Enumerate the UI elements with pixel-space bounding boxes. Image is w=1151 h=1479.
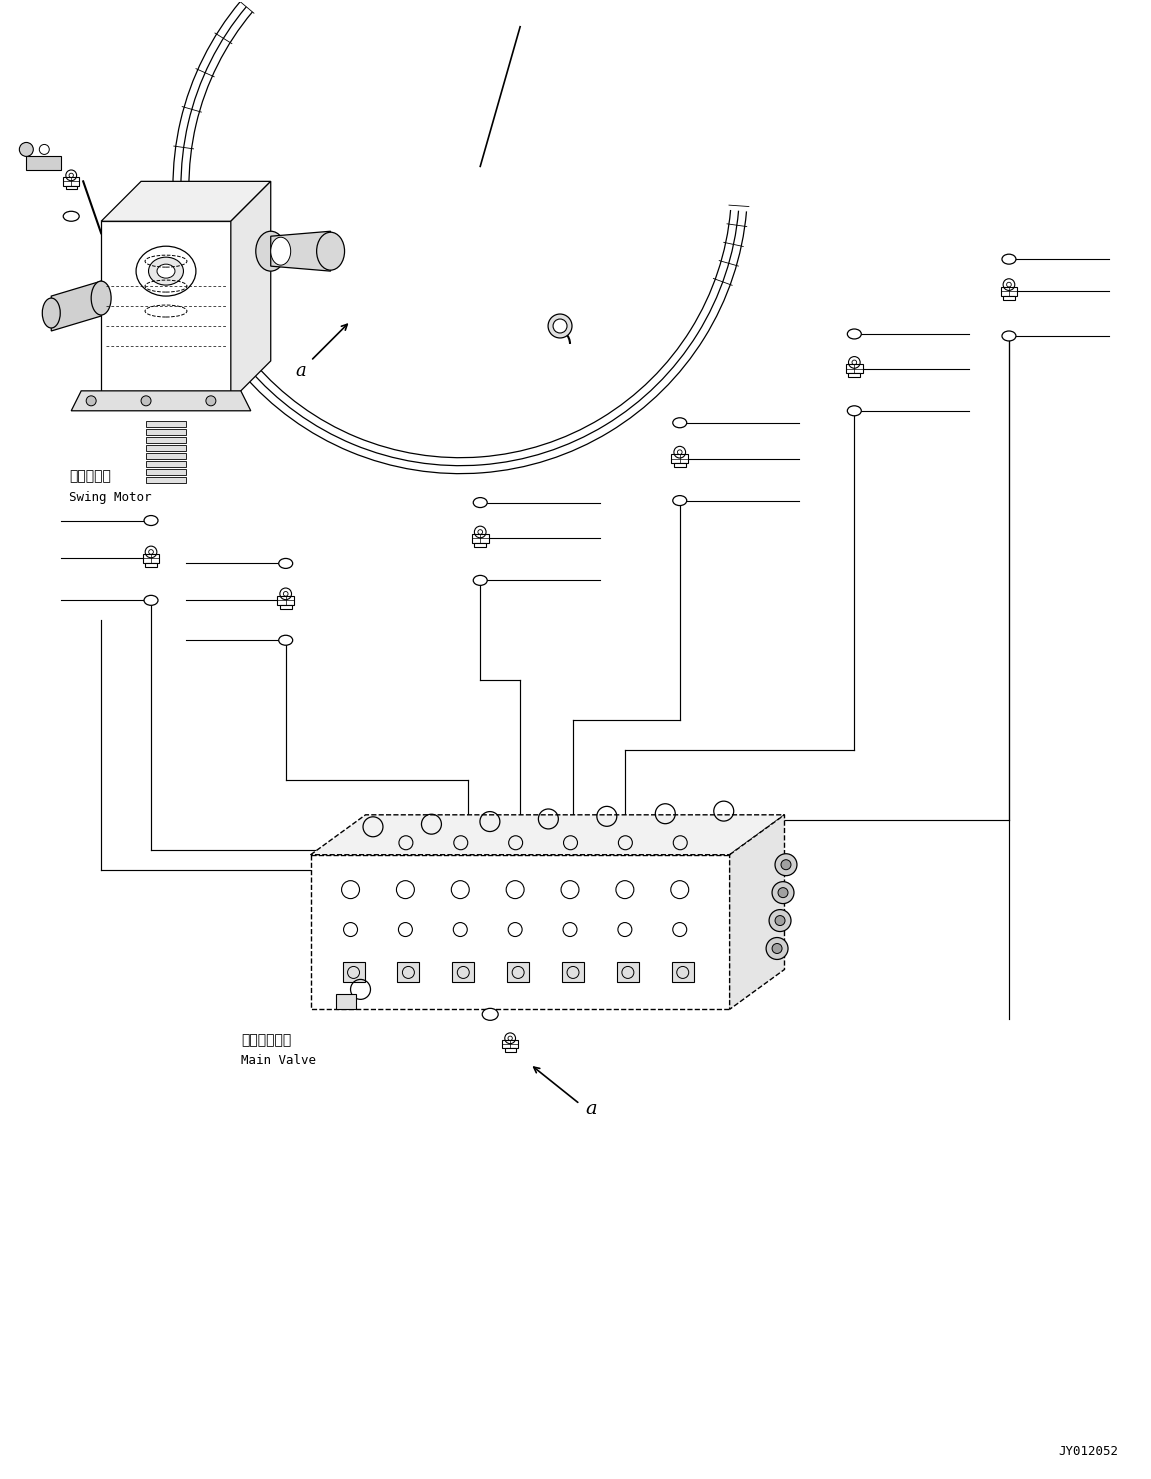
- Polygon shape: [101, 182, 270, 222]
- Polygon shape: [730, 815, 785, 1009]
- Ellipse shape: [847, 405, 861, 416]
- Bar: [617, 963, 639, 982]
- Ellipse shape: [63, 211, 79, 222]
- Bar: [280, 605, 291, 609]
- Ellipse shape: [673, 417, 687, 427]
- Circle shape: [548, 314, 572, 339]
- Polygon shape: [270, 231, 330, 271]
- Circle shape: [767, 938, 788, 960]
- Bar: [502, 1040, 518, 1049]
- Text: Swing Motor: Swing Motor: [69, 491, 152, 503]
- Circle shape: [20, 142, 33, 157]
- Ellipse shape: [148, 257, 183, 285]
- Bar: [672, 963, 694, 982]
- Circle shape: [769, 910, 791, 932]
- Ellipse shape: [144, 516, 158, 525]
- Ellipse shape: [473, 575, 487, 586]
- Bar: [452, 963, 474, 982]
- Ellipse shape: [43, 299, 60, 328]
- Ellipse shape: [317, 232, 344, 271]
- Bar: [145, 563, 157, 566]
- Bar: [66, 185, 77, 189]
- Circle shape: [142, 396, 151, 405]
- Polygon shape: [311, 815, 785, 855]
- Polygon shape: [146, 420, 186, 427]
- Polygon shape: [146, 476, 186, 482]
- Polygon shape: [311, 855, 730, 1009]
- Bar: [848, 373, 860, 377]
- Circle shape: [86, 396, 97, 405]
- Polygon shape: [231, 182, 270, 401]
- Polygon shape: [146, 453, 186, 458]
- Ellipse shape: [256, 231, 285, 271]
- Bar: [143, 555, 160, 563]
- Bar: [846, 364, 863, 373]
- Ellipse shape: [1003, 254, 1016, 265]
- Bar: [336, 994, 356, 1009]
- Circle shape: [772, 944, 782, 954]
- Polygon shape: [146, 436, 186, 442]
- Ellipse shape: [1003, 331, 1016, 342]
- Bar: [277, 596, 295, 605]
- Ellipse shape: [473, 497, 487, 507]
- Polygon shape: [146, 469, 186, 475]
- Ellipse shape: [279, 559, 292, 568]
- Text: メインバルブ: メインバルブ: [241, 1034, 291, 1047]
- Bar: [26, 157, 61, 170]
- Bar: [397, 963, 419, 982]
- Ellipse shape: [270, 237, 291, 265]
- Ellipse shape: [673, 495, 687, 506]
- Bar: [671, 454, 688, 463]
- Ellipse shape: [136, 246, 196, 296]
- Bar: [63, 177, 79, 185]
- Ellipse shape: [847, 328, 861, 339]
- Bar: [674, 463, 686, 467]
- Polygon shape: [146, 445, 186, 451]
- Polygon shape: [71, 390, 251, 411]
- Circle shape: [206, 396, 216, 405]
- Bar: [1000, 287, 1017, 296]
- Circle shape: [772, 881, 794, 904]
- Polygon shape: [146, 460, 186, 467]
- Polygon shape: [101, 222, 231, 401]
- Circle shape: [775, 916, 785, 926]
- Text: a: a: [585, 1100, 596, 1118]
- Bar: [472, 534, 489, 543]
- Bar: [562, 963, 584, 982]
- Polygon shape: [146, 429, 186, 435]
- Ellipse shape: [91, 281, 112, 315]
- Text: JY012052: JY012052: [1059, 1445, 1119, 1458]
- Bar: [505, 1049, 516, 1052]
- Bar: [1004, 296, 1015, 300]
- Ellipse shape: [482, 1009, 498, 1021]
- Circle shape: [775, 853, 796, 876]
- Ellipse shape: [157, 265, 175, 278]
- Bar: [474, 543, 486, 547]
- Bar: [508, 963, 529, 982]
- Circle shape: [778, 887, 788, 898]
- Circle shape: [782, 859, 791, 870]
- Text: a: a: [296, 362, 306, 380]
- Text: 旋回モータ: 旋回モータ: [69, 470, 112, 484]
- Bar: [343, 963, 365, 982]
- Ellipse shape: [279, 636, 292, 645]
- Text: Main Valve: Main Valve: [241, 1055, 315, 1068]
- Polygon shape: [52, 281, 101, 331]
- Ellipse shape: [144, 596, 158, 605]
- Circle shape: [552, 319, 567, 333]
